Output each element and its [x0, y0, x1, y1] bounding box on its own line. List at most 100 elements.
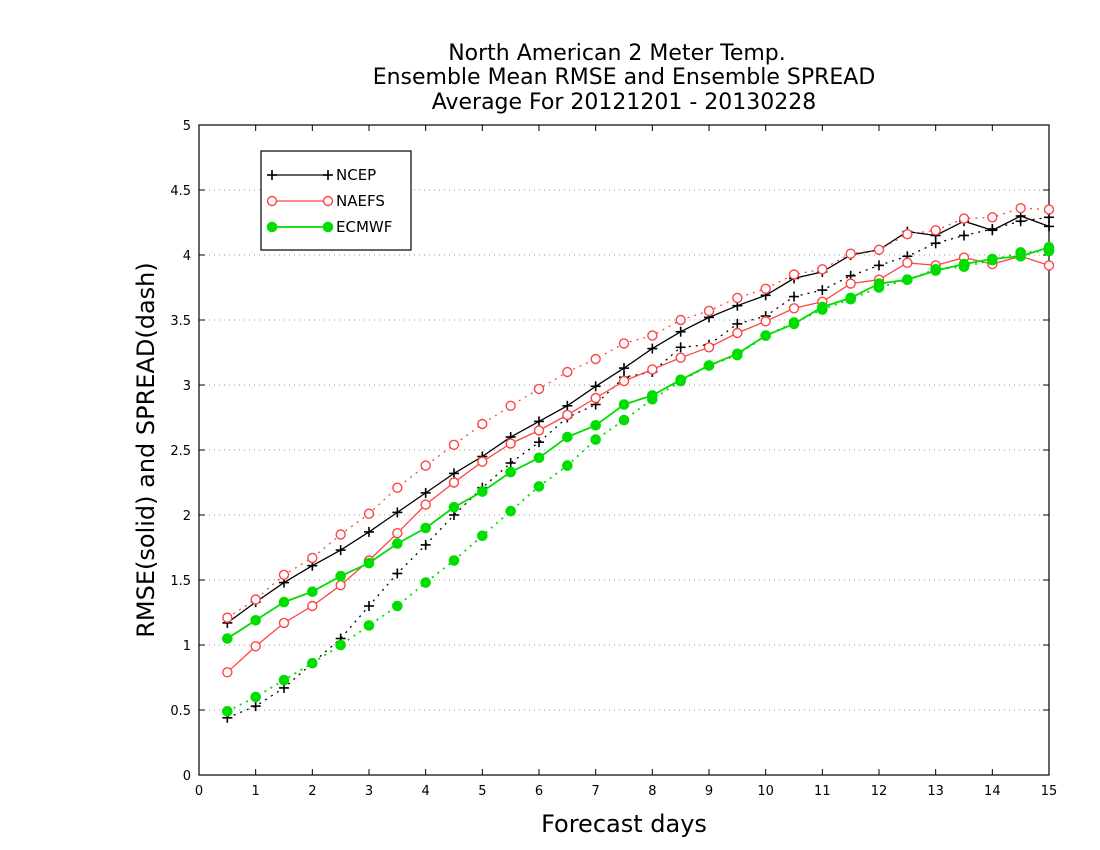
ncep-rmse-point	[449, 468, 459, 479]
ecmwf-rmse-point	[477, 486, 488, 497]
x-tick-label: 15	[1041, 784, 1058, 799]
naefs-rmse-point	[533, 425, 545, 436]
naefs-rmse-point	[703, 342, 715, 353]
naefs-spread-point	[618, 338, 630, 349]
naefs-rmse-point	[902, 257, 913, 268]
legend-marker-naefs	[266, 195, 278, 207]
x-tick-label: 10	[757, 784, 774, 799]
ecmwf-rmse-point	[363, 557, 375, 569]
naefs-rmse-point	[647, 364, 658, 375]
y-tick-label: 1	[183, 639, 191, 654]
ncep-spread-point	[250, 701, 261, 712]
x-tick-label: 2	[308, 784, 316, 799]
legend: NCEP NAEFS ECMWF	[260, 150, 412, 251]
ecmwf-spread-point	[222, 706, 233, 717]
ecmwf-spread-point	[420, 577, 431, 588]
naefs-rmse-point	[845, 278, 856, 289]
ecmwf-rmse-point	[278, 596, 290, 608]
x-tick-label: 3	[365, 784, 373, 799]
legend-item-ncep: NCEP	[267, 166, 376, 184]
ecmwf-rmse-point	[873, 278, 885, 289]
ecmwf-spread-point	[562, 460, 573, 471]
ncep-spread-line	[227, 216, 1050, 719]
y-axis-label: RMSE(solid) and SPREAD(dash)	[132, 262, 160, 638]
naefs-spread-point	[278, 569, 290, 580]
chart-title: North American 2 Meter Temp. Ensemble Me…	[373, 41, 876, 115]
naefs-rmse-point	[562, 409, 573, 421]
ecmwf-rmse-point	[930, 265, 941, 276]
x-tick-label: 13	[927, 784, 944, 799]
x-tick-label: 12	[871, 784, 888, 799]
x-tick-label: 0	[195, 784, 203, 799]
naefs-spread-line	[226, 207, 1050, 619]
ecmwf-spread-point	[363, 620, 375, 631]
title-line-3: Average For 20121201 - 20130228	[432, 90, 817, 115]
naefs-spread-point	[647, 330, 658, 341]
naefs-rmse-point	[760, 316, 771, 327]
legend-marker-ecmwf	[322, 221, 334, 233]
naefs-spread-point	[675, 314, 686, 326]
x-tick-label: 4	[422, 784, 430, 799]
ecmwf-spread-point	[278, 674, 290, 686]
naefs-spread-point	[703, 305, 715, 317]
y-tick-label: 2.5	[170, 444, 191, 459]
legend-label-ncep: NCEP	[336, 166, 376, 184]
ecmwf-spread-point	[392, 600, 403, 612]
ncep-spread-point	[675, 342, 686, 353]
legend-marker-naefs	[322, 195, 334, 207]
series-ncep	[222, 211, 1054, 723]
x-tick-label: 8	[648, 784, 656, 799]
ecmwf-rmse-point	[392, 538, 403, 549]
title-line-1: North American 2 Meter Temp.	[448, 41, 786, 66]
ecmwf-rmse-point	[250, 615, 261, 626]
ncep-rmse-line	[226, 215, 1050, 624]
naefs-spread-point	[448, 439, 460, 450]
y-tick-label: 2	[183, 509, 191, 524]
title-line-2: Ensemble Mean RMSE and Ensemble SPREAD	[373, 65, 876, 90]
naefs-spread-point	[335, 529, 346, 540]
legend-item-ecmwf: ECMWF	[266, 218, 392, 236]
ecmwf-rmse-point	[958, 258, 970, 270]
y-tick-label: 4	[183, 249, 191, 264]
ecmwf-spread-line	[226, 250, 1050, 713]
ecmwf-rmse-point	[902, 274, 913, 286]
x-tick-label: 1	[252, 784, 260, 799]
naefs-spread-point	[420, 460, 431, 471]
naefs-rmse-point	[278, 617, 290, 629]
x-tick-label: 6	[535, 784, 543, 799]
naefs-spread-point	[817, 264, 828, 275]
naefs-rmse-point	[788, 303, 800, 314]
ecmwf-spread-point	[448, 555, 460, 566]
ecmwf-rmse-point	[817, 301, 828, 313]
y-tick-label: 3.5	[170, 314, 191, 329]
naefs-rmse-point	[335, 580, 346, 591]
ecmwf-rmse-point	[533, 452, 545, 464]
ecmwf-rmse-point	[703, 360, 715, 371]
ecmwf-rmse-point	[562, 431, 573, 443]
y-tick-label: 0	[183, 769, 191, 784]
ncep-spread-point	[959, 230, 969, 241]
naefs-spread-point	[930, 225, 941, 236]
ncep-spread-point	[392, 568, 403, 579]
axis-ticks: 0 1 2 3 4 5 6 7 8 9 10 11 12 13 14 1500.511.522.533.544…	[170, 119, 1057, 799]
naefs-rmse-point	[392, 528, 403, 539]
ecmwf-rmse-point	[590, 420, 601, 431]
grid	[199, 189, 1049, 711]
legend-label-ecmwf: ECMWF	[336, 218, 392, 236]
naefs-spread-point	[590, 353, 601, 365]
ncep-spread-point	[364, 601, 374, 611]
ecmwf-rmse-point	[448, 501, 460, 513]
ecmwf-rmse-point	[307, 586, 318, 598]
ecmwf-spread-point	[618, 414, 630, 426]
y-tick-label: 4.5	[170, 184, 191, 199]
ncep-rmse-point	[335, 545, 346, 556]
naefs-spread-point	[363, 508, 375, 519]
ecmwf-rmse-point	[732, 348, 743, 360]
naefs-spread-point	[1015, 202, 1026, 214]
naefs-spread-point	[732, 292, 743, 304]
ecmwf-rmse-line	[226, 246, 1050, 640]
ncep-spread-point	[817, 285, 828, 296]
ecmwf-spread-point	[250, 691, 261, 703]
ecmwf-spread-point	[505, 505, 516, 517]
x-axis-label: Forecast days	[541, 810, 707, 838]
